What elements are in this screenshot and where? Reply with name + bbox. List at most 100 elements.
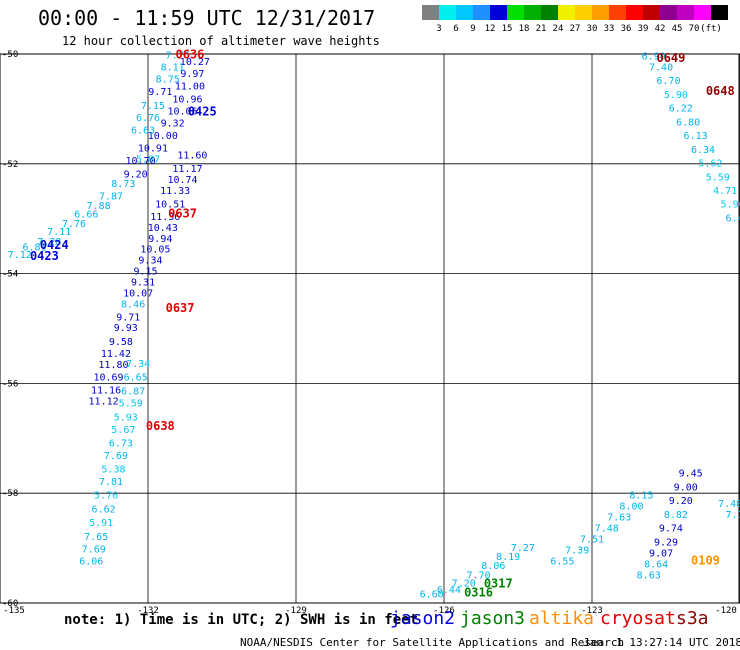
wave-height-value: 10.74 (167, 175, 197, 186)
wave-height-value: 7.20 (452, 579, 476, 590)
color-scale-swatch (456, 5, 473, 20)
wave-height-value: 6.99 (642, 51, 666, 62)
wave-height-value: 6.70 (656, 76, 680, 87)
color-scale-label: 45 (671, 24, 683, 34)
wave-height-value: 9.94 (148, 234, 172, 245)
pass-number-label: 0637 (168, 207, 197, 221)
legend-jason2: jason2 (390, 608, 456, 629)
color-scale-label: 15 (501, 24, 513, 34)
wave-height-value: 6.13 (684, 131, 708, 142)
longitude-tick-label: -132 (137, 606, 159, 616)
wave-height-value: 6.80 (676, 117, 700, 128)
legend-cryosat: cryosat (600, 608, 676, 629)
wave-height-value: 8.82 (664, 510, 688, 521)
longitude-tick-label: -123 (581, 606, 603, 616)
wave-height-value: 11.33 (160, 186, 190, 197)
wave-height-value: 8.06 (481, 561, 505, 572)
wave-height-value: 6.06 (79, 557, 103, 568)
color-scale-swatch (677, 5, 694, 20)
wave-height-value: 9.20 (124, 170, 148, 181)
wave-height-value: 7.28 (37, 237, 61, 248)
wave-height-value: 7.76 (725, 510, 740, 521)
wave-height-value: 6.73 (109, 439, 133, 450)
wave-height-value: 8.00 (619, 502, 643, 513)
color-scale-swatch (422, 5, 439, 20)
axis-ticks: -135 -132 -129 -126 -123 -120 -50 -52 -54 -56 -58 -… (2, 50, 737, 616)
color-scale-swatch (626, 5, 643, 20)
wave-height-value: 7.27 (511, 543, 535, 554)
wave-height-value: 6.44 (437, 585, 461, 596)
wave-height-value: 5.38 (101, 464, 125, 475)
pass-number-label: 0424 (40, 238, 69, 252)
color-scale-swatch (524, 5, 541, 20)
wave-height-value: 10.06 (167, 106, 197, 117)
wave-height-value: 11.36 (150, 212, 180, 223)
wave-height-value: 5.67 (111, 425, 135, 436)
wave-height-value: 6.55 (550, 557, 574, 568)
wave-height-value: 9.29 (654, 537, 678, 548)
color-scale-label: 27 (569, 24, 581, 34)
color-scale-swatch (575, 5, 592, 20)
wave-height-value: 5.90 (721, 200, 740, 211)
wave-height-value: 10.05 (140, 245, 170, 256)
pass-number-label: 0423 (30, 249, 59, 263)
wave-height-value: 6.63 (131, 126, 155, 137)
wave-height-value: 9.97 (180, 69, 204, 80)
pass-number-label: 0425 (188, 104, 217, 118)
wave-height-value: 10.00 (148, 131, 178, 142)
wave-height-value: 7.88 (87, 201, 111, 212)
footer-note: note: 1) Time is in UTC; 2) SWH is in fe… (64, 612, 419, 628)
wave-height-value: 11.80 (98, 360, 128, 371)
wave-height-value: 11.00 (175, 82, 205, 93)
wave-height-value: 5.62 (698, 159, 722, 170)
color-scale-swatch (507, 5, 524, 20)
wave-height-value: 10.51 (155, 200, 185, 211)
color-scale-label: 70 (688, 24, 700, 34)
wave-height-value: 7.70 (466, 570, 490, 581)
wave-height-value: 9.74 (659, 524, 683, 535)
color-scale-swatch (643, 5, 660, 20)
wave-height-value: 7.69 (104, 451, 128, 462)
color-scale-swatch (609, 5, 626, 20)
wave-height-value: 10.91 (138, 144, 168, 155)
wave-height-value: 8.15 (629, 491, 653, 502)
wave-height-value: 8.64 (644, 559, 668, 570)
pass-number-label: 0637 (166, 301, 195, 315)
color-scale-swatch (592, 5, 609, 20)
color-scale-label: 39 (637, 24, 649, 34)
wave-height-value: 5.59 (706, 172, 730, 183)
wave-height-value: 7.76 (62, 219, 86, 230)
latitude-tick-label: -58 (2, 489, 18, 499)
wave-height-value: 6.41 (725, 213, 740, 224)
wave-height-value: 5.91 (89, 518, 113, 529)
pass-number-label: 0648 (706, 84, 735, 98)
wave-height-value: 7.11 (47, 227, 71, 238)
wave-height-value: 9.71 (148, 87, 172, 98)
color-scale-label: 18 (518, 24, 530, 34)
color-scale-swatch (711, 5, 728, 20)
color-scale-label: 42 (654, 24, 666, 34)
wave-height-value: 9.07 (649, 548, 673, 559)
wave-height-value: 6.65 (124, 373, 148, 384)
wave-height-value: 5.76 (94, 491, 118, 502)
wave-height-value: 6.60 (420, 590, 444, 601)
latitude-tick-label: -50 (2, 50, 18, 60)
color-scale-swatch (694, 5, 711, 20)
color-scale-label: 33 (603, 24, 615, 34)
wave-height-value: 7.34 (126, 359, 150, 370)
wave-height-value: 10.69 (93, 373, 123, 384)
wave-height-value: 7.48 (595, 524, 619, 535)
wave-height-value: 7.15 (141, 101, 165, 112)
wave-height-value: 11.16 (91, 385, 121, 396)
wave-height-value: 6.66 (74, 210, 98, 221)
color-scale-swatch (490, 5, 507, 20)
wave-height-value: 9.58 (109, 337, 133, 348)
page-title: 00:00 - 11:59 UTC 12/31/2017 (38, 6, 376, 30)
wave-height-value: 7.40 (649, 62, 673, 73)
wave-height-value: 6.81 (22, 243, 46, 254)
wave-height-value: 6.22 (669, 104, 693, 115)
wave-height-value: 9.20 (669, 496, 693, 507)
color-scale-label: (ft) (700, 24, 722, 34)
